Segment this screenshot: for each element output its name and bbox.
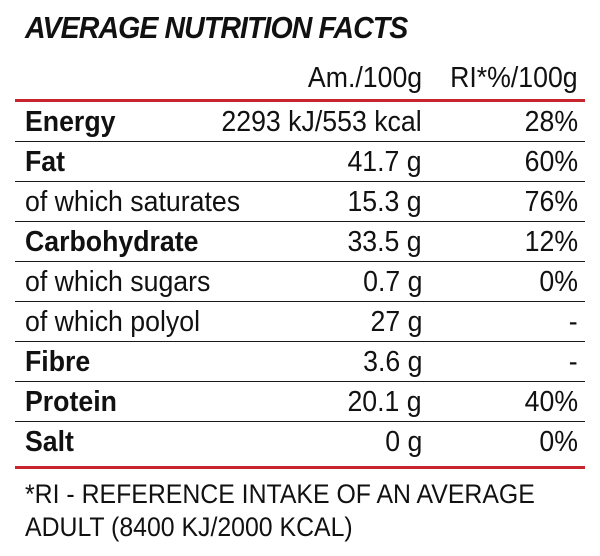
nutrient-label: of which sugars: [25, 266, 211, 298]
amount-value: 0 g: [384, 426, 422, 458]
amount-value: 3.6 g: [362, 346, 422, 378]
column-header-ri: RI*%/100g: [450, 62, 578, 94]
table-row: Protein 20.1 g 40%: [15, 382, 585, 422]
bottom-divider: [15, 466, 585, 469]
table-row: of which sugars 0.7 g 0%: [15, 262, 585, 302]
table-row: of which saturates 15.3 g 76%: [15, 182, 585, 222]
table-row: Carbohydrate 33.5 g 12%: [15, 222, 585, 262]
table-row: Salt 0 g 0%: [15, 422, 585, 462]
ri-value: 60%: [524, 146, 578, 178]
nutrient-label: Salt: [25, 426, 74, 458]
table-row: Fat 41.7 g 60%: [15, 142, 585, 182]
footnote: *RI - REFERENCE INTAKE OF AN AVERAGE ADU…: [25, 478, 540, 544]
ri-value: 12%: [524, 226, 578, 258]
table-row: Energy 2293 kJ/553 kcal 28%: [15, 102, 585, 142]
ri-value: 40%: [524, 386, 578, 418]
footnote-line-2: ADULT (8400 KJ/2000 KCAL): [25, 512, 353, 542]
ri-value: -: [569, 306, 578, 338]
nutrient-label: of which saturates: [25, 186, 241, 218]
nutrient-label: Protein: [25, 386, 117, 418]
amount-value: 27 g: [370, 306, 422, 338]
nutrient-label: of which polyol: [25, 306, 201, 338]
amount-value: 33.5 g: [347, 226, 422, 258]
ri-value: 76%: [524, 186, 578, 218]
amount-value: 20.1 g: [347, 386, 422, 418]
table-row: of which polyol 27 g -: [15, 302, 585, 342]
ri-value: 28%: [524, 106, 578, 138]
table-row: Fibre 3.6 g -: [15, 342, 585, 382]
amount-value: 2293 kJ/553 kcal: [221, 106, 422, 138]
panel-title: AVERAGE NUTRITION FACTS: [25, 10, 408, 45]
amount-value: 0.7 g: [362, 266, 422, 298]
nutrient-label: Energy: [25, 106, 116, 138]
nutrition-table: Energy 2293 kJ/553 kcal 28% Fat 41.7 g 60% of …: [15, 102, 585, 462]
footnote-line-1: *RI - REFERENCE INTAKE OF AN AVERAGE: [25, 479, 535, 509]
ri-value: 0%: [539, 426, 578, 458]
nutrient-label: Carbohydrate: [25, 226, 199, 258]
column-header-amount: Am./100g: [307, 62, 422, 94]
top-divider: [15, 99, 585, 102]
ri-value: -: [569, 346, 578, 378]
nutrient-label: Fat: [25, 146, 66, 178]
nutrient-label: Fibre: [25, 346, 91, 378]
amount-value: 41.7 g: [347, 146, 422, 178]
amount-value: 15.3 g: [347, 186, 422, 218]
ri-value: 0%: [539, 266, 578, 298]
